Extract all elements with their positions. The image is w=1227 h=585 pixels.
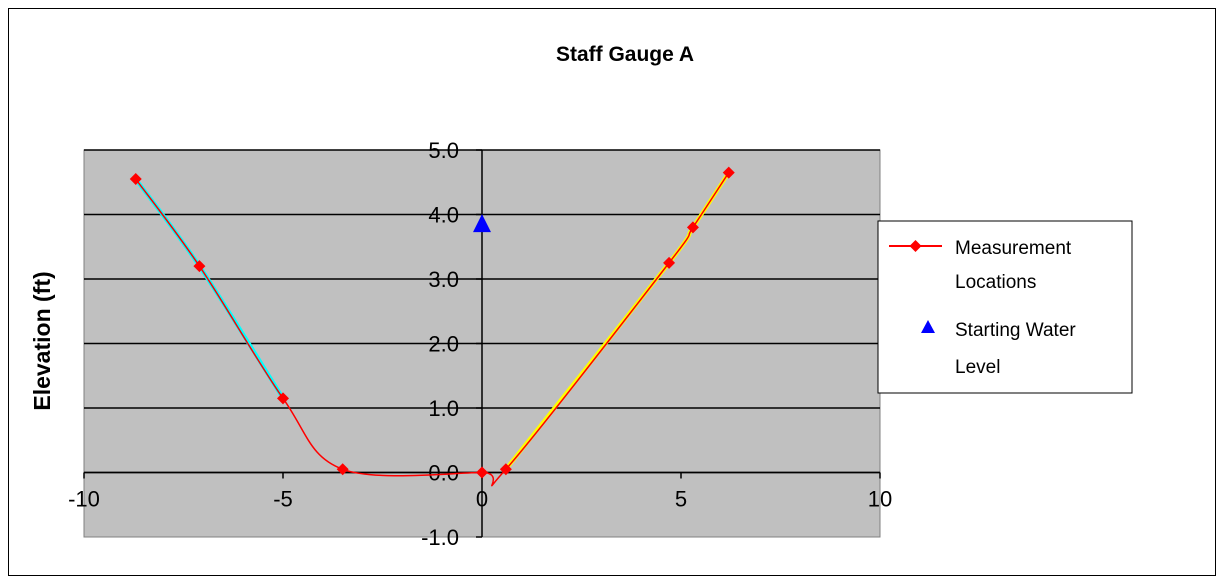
- chart-svg: Staff Gauge A -10 -5 0 5 10-1.00.01.02.03.04…: [29, 43, 1133, 550]
- legend-label-measurement-line2: Locations: [955, 272, 1036, 293]
- y-tick-label-0: -1.0: [421, 525, 459, 550]
- legend-label-water-line1: Starting Water: [955, 320, 1076, 341]
- y-axis-label: Elevation (ft): [29, 271, 55, 410]
- legend-box: [877, 220, 1133, 394]
- measurement-point-4: [476, 466, 488, 479]
- chart-frame: Staff Gauge A -10 -5 0 5 10 -1.0 0.0 1.0 2.0 3.0 4…: [8, 8, 1216, 576]
- x-tick-label-0: -10: [68, 487, 100, 512]
- legend-label-water-line2: Level: [955, 357, 1000, 378]
- legend-diamond-icon: [909, 240, 922, 252]
- measurement-point-3: [336, 463, 349, 476]
- measurement-point-7: [686, 221, 699, 234]
- y-tick-label-6: 5.0: [428, 138, 459, 163]
- measurement-point-0: [129, 173, 142, 186]
- legend-triangle-icon: [921, 320, 935, 333]
- x-tick-label-3: 5: [675, 487, 687, 512]
- measurement-point-2: [277, 392, 289, 405]
- legend: Measurement Locations Starting Water Lev…: [877, 220, 1133, 394]
- x-tick-label-4: 10: [868, 487, 892, 512]
- y-tick-label-3: 2.0: [428, 332, 459, 357]
- measurement-point-6: [663, 256, 676, 269]
- chart-title: Staff Gauge A: [556, 43, 694, 66]
- measurement-point-5: [499, 463, 512, 476]
- measurement-point-1: [193, 260, 206, 273]
- measurement-point-8: [722, 166, 735, 179]
- water-level-point-0: [473, 214, 491, 233]
- x-tick-label-1: -5: [273, 487, 293, 512]
- y-tick-label-4: 3.0: [428, 267, 459, 292]
- legend-label-measurement-line1: Measurement: [955, 238, 1072, 259]
- x-tick-label-2: 0: [476, 487, 488, 512]
- y-tick-label-5: 4.0: [428, 203, 459, 228]
- y-tick-label-2: 1.0: [428, 396, 459, 421]
